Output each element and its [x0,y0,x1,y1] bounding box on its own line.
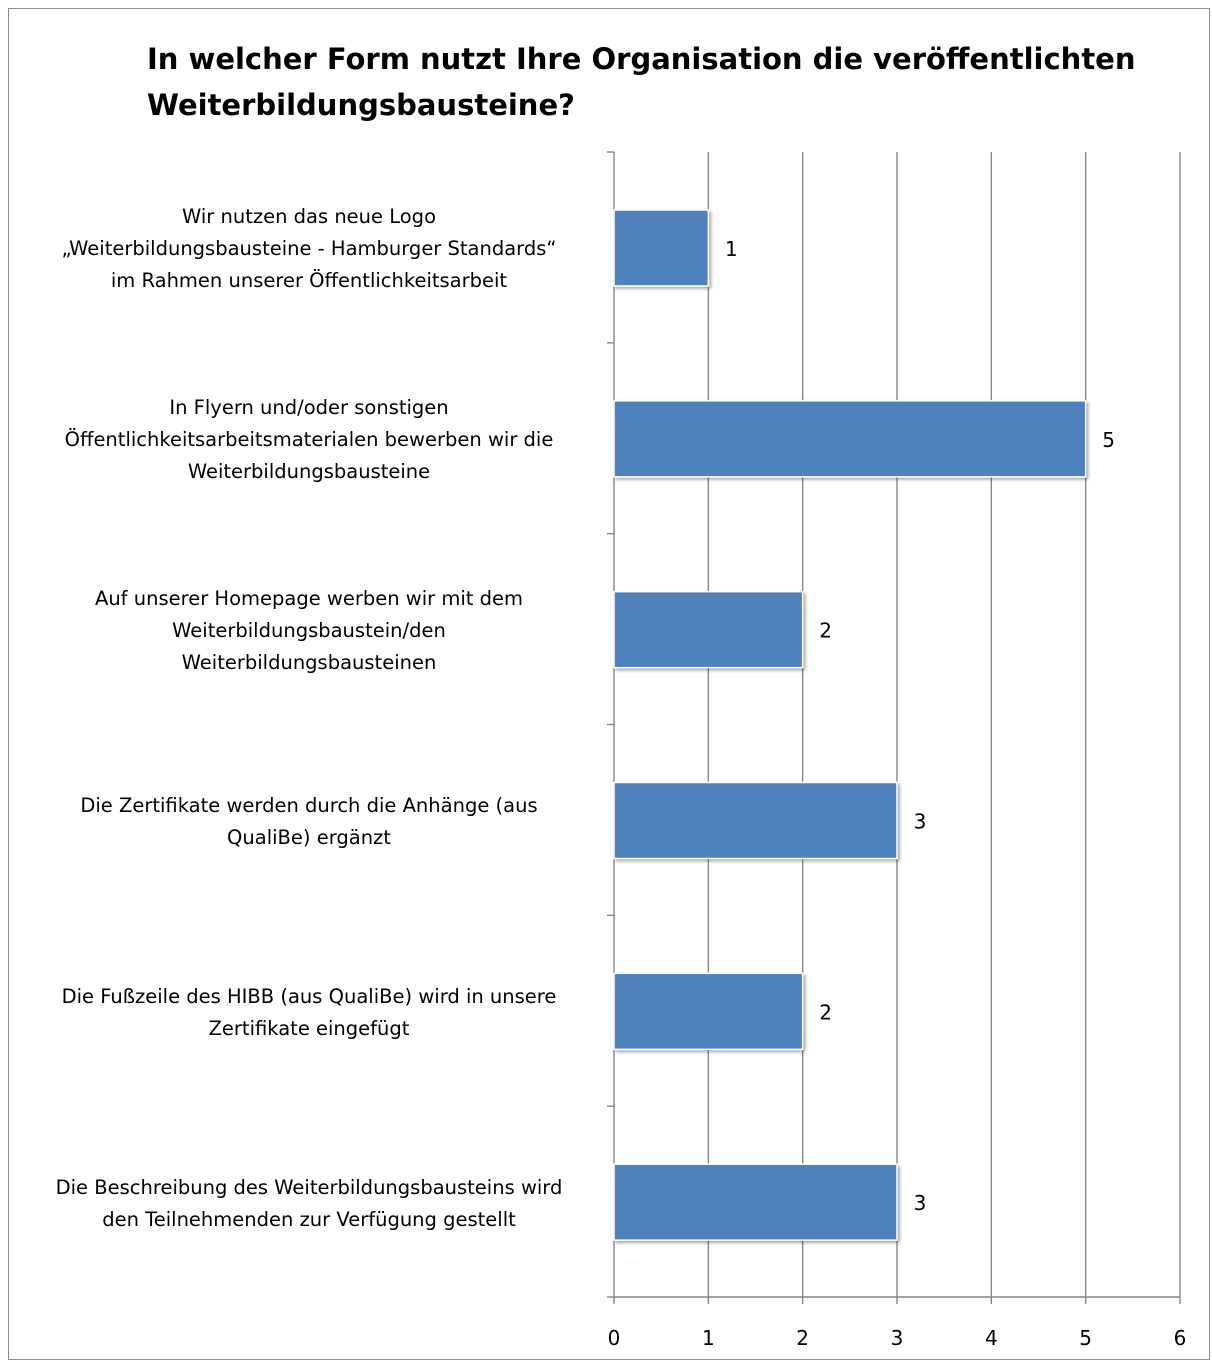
category-label-line: den Teilnehmenden zur Verfügung gestellt [102,1207,516,1231]
x-tick-label: 4 [985,1326,998,1350]
x-tick-labels: 0 1 2 3 4 5 6 [608,1326,1187,1350]
bar [613,972,804,1051]
category-label: Die Zertifikate werden durch die Anhänge… [14,790,604,854]
bar [613,400,1087,478]
category-label-line: In Flyern und/oder sonstigen [169,396,449,420]
x-tick-label: 2 [796,1326,809,1350]
category-label-line: Weiterbildungsbausteine [187,460,431,484]
category-label: Auf unserer Homepage werben wir mit dem W… [14,583,604,679]
category-label: Wir nutzen das neue Logo „Weiterbildungsb… [14,201,604,297]
x-tick-label: 0 [608,1326,621,1350]
bar [613,590,804,669]
bars [613,209,1087,1241]
category-label-line: Auf unserer Homepage werben wir mit dem [94,587,524,611]
x-tick-label: 3 [891,1326,904,1350]
category-label-line: Weiterbildungsbaustein/den [172,619,446,643]
category-label-line: „Weiterbildungsbausteine - Hamburger Sta… [61,237,557,261]
data-label: 2 [819,619,832,643]
x-tick-label: 1 [702,1326,715,1350]
category-label-line: Die Zertifikate werden durch die Anhänge… [80,793,538,817]
data-label: 1 [725,237,738,261]
data-label: 2 [819,1000,832,1024]
data-labels: 1 5 2 3 2 3 [725,237,1115,1215]
x-tick-label: 6 [1174,1326,1187,1350]
chart-frame [8,8,1210,1360]
category-label-line: Wir nutzen das neue Logo [182,205,436,229]
category-label: Die Fußzeile des HIBB (aus QualiBe) wird… [14,981,604,1045]
category-label-line: Die Fußzeile des HIBB (aus QualiBe) wird… [61,984,557,1008]
category-label-line: im Rahmen unserer Öffentlichkeitsarbeit [110,269,508,293]
data-label: 3 [914,1191,927,1215]
category-label: In Flyern und/oder sonstigen Öffentlichke… [14,392,604,488]
bar [613,1163,898,1241]
axes [607,151,1181,1304]
bar [613,209,710,287]
data-label: 3 [914,810,927,834]
gridlines [707,152,1181,1297]
category-label-line: Weiterbildungsbausteinen [181,651,437,675]
bar [613,781,898,860]
category-label-line: Zertifikate eingefügt [208,1016,410,1040]
category-label: Die Beschreibung des Weiterbildungsbaust… [14,1172,604,1236]
x-tick-label: 5 [1079,1326,1092,1350]
category-label-line: Öffentlichkeitsarbeitsmaterialen bewerbe… [64,428,554,452]
category-label-line: Die Beschreibung des Weiterbildungsbaust… [55,1175,563,1199]
category-label-line: QualiBe) ergänzt [227,825,391,849]
chart-title: In welcher Form nutzt Ihre Organisation … [147,42,1136,122]
data-label: 5 [1102,428,1115,452]
